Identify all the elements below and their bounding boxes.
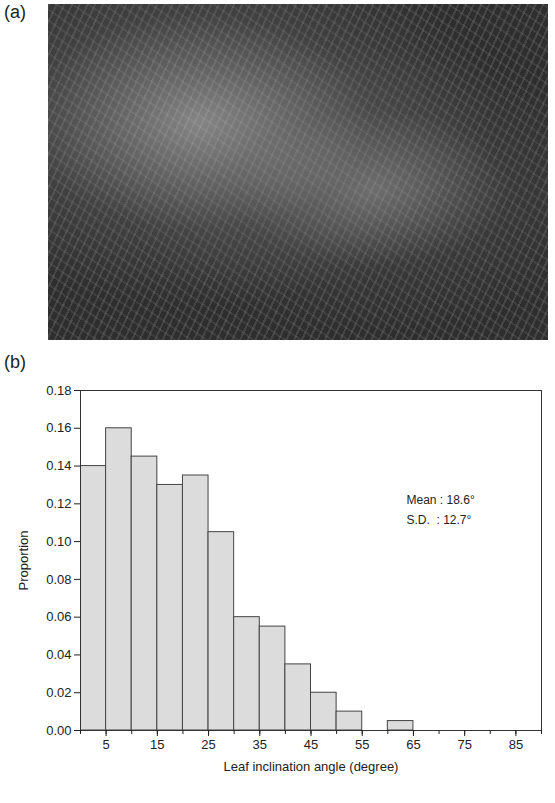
svg-text:15: 15	[150, 737, 164, 752]
html-text:(b): (b)	[4, 352, 26, 372]
svg-text:5: 5	[102, 737, 109, 752]
svg-text:45: 45	[304, 737, 318, 752]
svg-text:0.04: 0.04	[46, 647, 71, 662]
svg-text:0.12: 0.12	[46, 496, 71, 511]
svg-text:0.16: 0.16	[46, 420, 71, 435]
svg-text:65: 65	[406, 737, 420, 752]
svg-text:75: 75	[457, 737, 471, 752]
svg-text:Mean : 18.6°: Mean : 18.6°	[407, 493, 475, 507]
svg-text:0.06: 0.06	[46, 609, 71, 624]
svg-text:0.14: 0.14	[46, 458, 71, 473]
svg-text:0.18: 0.18	[46, 383, 71, 398]
svg-text:0.08: 0.08	[46, 572, 71, 587]
svg-text:35: 35	[253, 737, 267, 752]
svg-text:S.D. : 12.7°: S.D. : 12.7°	[407, 513, 472, 527]
html-text:(a): (a)	[4, 2, 26, 22]
svg-text:85: 85	[509, 737, 523, 752]
svg-text:0.00: 0.00	[46, 723, 71, 738]
svg-text:Proportion: Proportion	[16, 531, 31, 591]
svg-text:55: 55	[355, 737, 369, 752]
svg-text:0.10: 0.10	[46, 534, 71, 549]
svg-text:25: 25	[201, 737, 215, 752]
svg-text:0.02: 0.02	[46, 685, 71, 700]
svg-text:Leaf inclination angle (degree: Leaf inclination angle (degree)	[224, 759, 399, 774]
